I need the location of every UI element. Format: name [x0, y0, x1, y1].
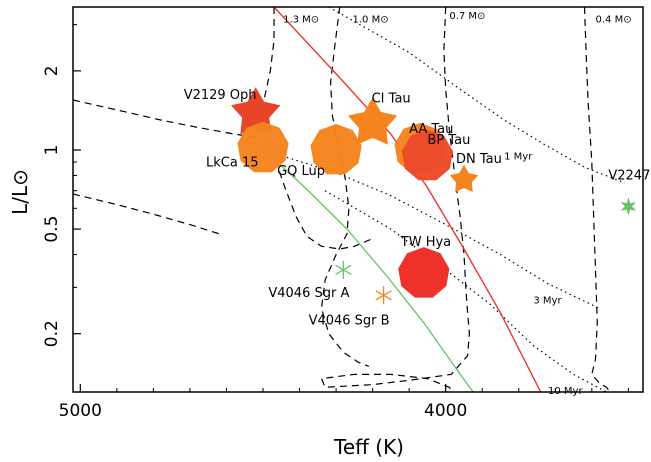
marker-tw-hya — [398, 247, 450, 298]
star-label-tw-hya: TW Hya — [400, 235, 451, 250]
star-label-gq-lup: GQ Lup — [277, 164, 325, 179]
marker-gq-lup — [310, 124, 362, 175]
x-tick-label-1: 4000 — [424, 401, 467, 421]
star-label-lkca-15: LkCa 15 — [206, 156, 259, 171]
marker-v2129-oph — [231, 87, 281, 135]
isochrone-1 — [262, 149, 600, 309]
curves-layer — [73, 7, 625, 392]
star-label-dn-tau: DN Tau — [456, 152, 502, 167]
marker-v2247-oph — [620, 197, 637, 216]
y-axis-label: L/L⊙ — [8, 169, 32, 215]
star-label-v4046-sgr-a: V4046 Sgr A — [268, 286, 349, 301]
isochrone-label-1: 3 Myr — [533, 296, 562, 307]
marker-v4046-sgr-b — [375, 286, 392, 305]
dashed-curve-1 — [73, 193, 220, 235]
marker-v4046-sgr-a — [335, 260, 352, 279]
marker-lkca-15 — [237, 121, 289, 173]
y-tick-label-0: 0.2 — [42, 320, 62, 347]
isochrone-label-0: 1 Myr — [504, 152, 533, 163]
mass-track-label-2: 0.7 M⊙ — [449, 11, 485, 22]
colored-line-0 — [273, 7, 542, 392]
mass-track-1 — [320, 7, 370, 368]
star-label-bp-tau: BP Tau — [427, 133, 470, 148]
star-label-ci-tau: CI Tau — [372, 92, 411, 107]
y-tick-label-3: 2 — [42, 65, 62, 76]
markers-layer — [231, 87, 637, 305]
marker-ci-tau — [347, 97, 398, 145]
mass-track-label-0: 1.3 M⊙ — [283, 15, 319, 26]
plot-frame — [72, 6, 644, 393]
mass-track-label-1: 1.0 M⊙ — [353, 15, 389, 26]
x-tick-label-0: 5000 — [59, 401, 102, 421]
marker-dn-tau — [449, 164, 479, 192]
colored-line-1 — [258, 145, 474, 392]
ticks-layer: 5000 4000 0.2 0.5 1 2 — [42, 24, 629, 421]
x-axis-label: Teff (K) — [333, 435, 404, 459]
y-tick-label-1: 0.5 — [42, 216, 62, 243]
marker-bp-tau — [401, 129, 453, 181]
star-label-aa-tau: AA Tau — [409, 122, 453, 137]
star-label-v2247-oph: V2247 Oph — [608, 168, 651, 183]
mass-track-label-3: 0.4 M⊙ — [596, 15, 632, 26]
y-tick-label-2: 1 — [42, 145, 62, 156]
mass-track-3 — [583, 7, 611, 392]
isochrone-2 — [324, 190, 607, 392]
star-label-v4046-sgr-b: V4046 Sgr B — [309, 313, 390, 328]
mass-track-2 — [320, 7, 471, 392]
star-label-v2129-oph: V2129 Oph — [184, 88, 257, 103]
mass-track-0 — [262, 7, 373, 250]
dashed-curve-0 — [73, 99, 256, 138]
